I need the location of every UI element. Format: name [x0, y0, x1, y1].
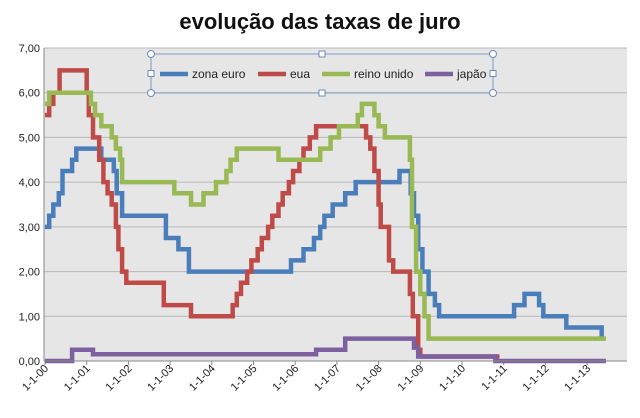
x-tick-label: 1-1-02 [104, 363, 135, 394]
resize-handle[interactable] [147, 50, 155, 58]
x-tick-label: 1-1-03 [145, 363, 176, 394]
y-tick-label: 1,00 [19, 311, 40, 323]
resize-handle[interactable] [489, 89, 497, 97]
y-tick-label: 2,00 [19, 267, 40, 279]
y-tick-label: 6,00 [19, 88, 40, 100]
resize-handle[interactable] [147, 70, 155, 77]
y-tick-label: 3,00 [19, 222, 40, 234]
series-line-zona-euro [45, 146, 604, 339]
legend-entry: japão [456, 67, 487, 81]
series-lines [45, 68, 606, 364]
x-tick-label: 1-1-13 [562, 363, 593, 394]
series-line-japão [45, 336, 606, 364]
x-tick-label: 1-1-06 [270, 363, 301, 394]
x-tick-label: 1-1-05 [229, 363, 260, 394]
resize-handle[interactable] [147, 89, 155, 97]
resize-handle[interactable] [489, 50, 497, 58]
legend-entry: eua [290, 67, 310, 81]
y-tick-label: 4,00 [19, 177, 40, 189]
x-axis-ticks: 1-1-00 1-1-01 1-1-02 1-1-03 1-1-04 1-1-05 1-1-… [20, 361, 593, 394]
series-line-reino-unido [45, 90, 606, 341]
legend-entry: reino unido [354, 67, 414, 81]
y-axis-ticks: 0,00 1,00 2,00 3,00 4,00 5,00 6,00 7,00 [19, 43, 40, 368]
x-tick-label: 1-1-12 [521, 363, 552, 394]
y-tick-label: 7,00 [19, 43, 40, 55]
x-tick-label: 1-1-01 [62, 363, 93, 394]
x-tick-label: 1-1-10 [437, 363, 468, 394]
resize-handle[interactable] [318, 50, 326, 58]
y-tick-label: 5,00 [19, 132, 40, 144]
x-tick-label: 1-1-09 [395, 363, 426, 394]
legend-entry: zona euro [192, 67, 246, 81]
x-tick-label: 1-1-07 [312, 363, 343, 394]
chart-title: evolução das taxas de juro [179, 9, 460, 34]
x-tick-label: 1-1-04 [187, 363, 218, 394]
resize-handle[interactable] [318, 89, 326, 97]
x-tick-label: 1-1-08 [354, 363, 385, 394]
series-line-eua [45, 68, 500, 359]
y-tick-label: 0,00 [19, 356, 40, 368]
legend[interactable]: zona euro eua reino unido japão [147, 50, 497, 97]
resize-handle[interactable] [489, 70, 497, 77]
x-tick-label: 1-1-11 [479, 363, 509, 393]
